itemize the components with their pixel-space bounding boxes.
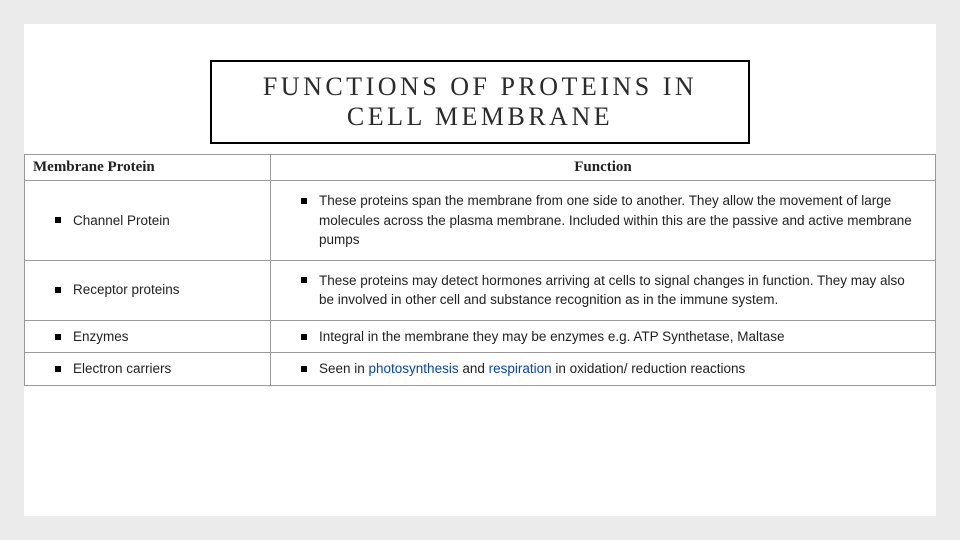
function-text-mid: and: [459, 361, 489, 376]
cell-function: Seen in photosynthesis and respiration i…: [270, 353, 935, 386]
cell-protein-name: Channel Protein: [25, 181, 271, 261]
link-respiration[interactable]: respiration: [489, 361, 552, 376]
cell-function: These proteins span the membrane from on…: [270, 181, 935, 261]
function-text: Integral in the membrane they may be enz…: [301, 327, 921, 347]
function-text-pre: Seen in: [319, 361, 369, 376]
table-container: Membrane Protein Function Channel Protei…: [24, 154, 936, 386]
table-row: Enzymes Integral in the membrane they ma…: [25, 320, 936, 353]
page-title: FUNCTIONS OF PROTEINS IN CELL MEMBRANE: [230, 72, 730, 132]
protein-name-text: Enzymes: [55, 327, 256, 347]
table-row: Channel Protein These proteins span the …: [25, 181, 936, 261]
cell-protein-name: Electron carriers: [25, 353, 271, 386]
cell-function: Integral in the membrane they may be enz…: [270, 320, 935, 353]
functions-table: Membrane Protein Function Channel Protei…: [24, 154, 936, 386]
cell-function: These proteins may detect hormones arriv…: [270, 260, 935, 320]
protein-name-text: Electron carriers: [55, 359, 256, 379]
function-text: These proteins may detect hormones arriv…: [301, 271, 921, 310]
header-function: Function: [270, 155, 935, 181]
cell-protein-name: Enzymes: [25, 320, 271, 353]
link-photosynthesis[interactable]: photosynthesis: [369, 361, 459, 376]
protein-name-text: Receptor proteins: [55, 280, 256, 300]
function-text: Seen in photosynthesis and respiration i…: [301, 359, 921, 379]
cell-protein-name: Receptor proteins: [25, 260, 271, 320]
protein-name-text: Channel Protein: [55, 211, 256, 231]
header-protein: Membrane Protein: [25, 155, 271, 181]
table-row: Electron carriers Seen in photosynthesis…: [25, 353, 936, 386]
title-box: FUNCTIONS OF PROTEINS IN CELL MEMBRANE: [210, 60, 750, 144]
function-text: These proteins span the membrane from on…: [301, 191, 921, 250]
function-text-post: in oxidation/ reduction reactions: [552, 361, 746, 376]
table-header-row: Membrane Protein Function: [25, 155, 936, 181]
slide: FUNCTIONS OF PROTEINS IN CELL MEMBRANE M…: [24, 24, 936, 516]
table-row: Receptor proteins These proteins may det…: [25, 260, 936, 320]
